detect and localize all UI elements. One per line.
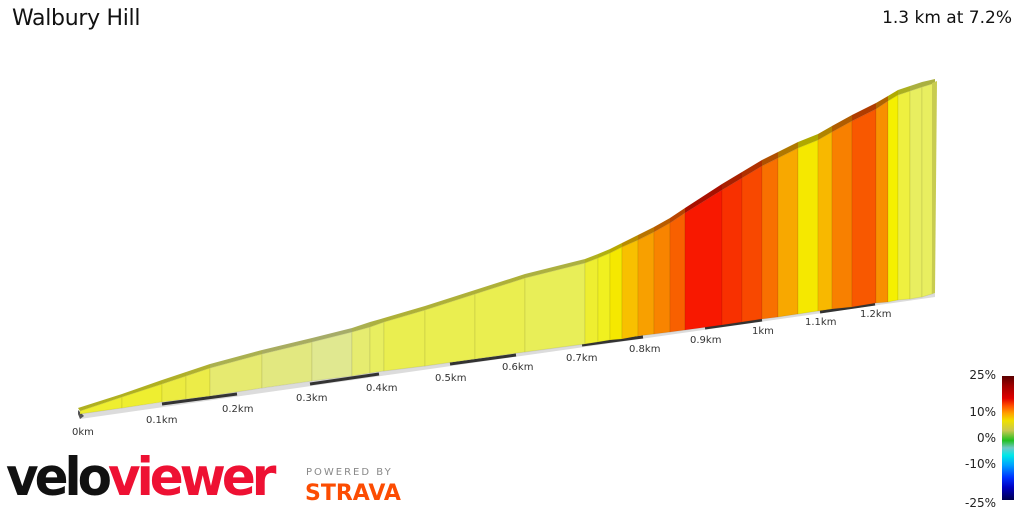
segment	[597, 252, 611, 343]
gradient-colorbar	[1002, 376, 1014, 500]
veloviewer-logo: veloviewer	[6, 451, 276, 504]
legend-label-10: 10%	[969, 405, 996, 419]
segment	[684, 189, 723, 331]
segment	[351, 326, 371, 377]
km-label: 0.1km	[146, 415, 177, 426]
segment	[909, 86, 923, 300]
powered-by-label: POWERED BY	[306, 467, 393, 478]
segment	[369, 321, 385, 374]
km-label: 0.9km	[690, 335, 721, 346]
legend-label-0: 0%	[976, 431, 996, 445]
profile-end-face	[932, 81, 937, 294]
segment	[669, 212, 686, 333]
legend-label-min: -25%	[964, 496, 996, 510]
profile-start-cap	[78, 410, 84, 419]
segment	[851, 108, 877, 308]
km-label: 0.8km	[629, 344, 660, 355]
segment	[584, 257, 599, 345]
gradient-legend: 25% 10% 0% -10% -25%	[940, 368, 1024, 512]
km-label: 1km	[752, 326, 774, 337]
km-label: 0.7km	[566, 353, 597, 364]
gradient-segments	[79, 82, 936, 415]
climb-summary: 1.3 km at 7.2%	[882, 8, 1012, 28]
distance-labels: 0km 0.1km 0.2km 0.3km 0.4km 0.5km 0.6km …	[72, 309, 891, 438]
logo-viewer: viewer	[108, 446, 276, 508]
segment	[609, 246, 623, 341]
segment	[524, 262, 586, 353]
km-label: 0.6km	[502, 362, 533, 373]
segment	[721, 177, 743, 326]
profile-top-ridge	[78, 79, 935, 411]
km-label: 1.2km	[860, 309, 891, 320]
legend-label-max: 25%	[969, 368, 996, 382]
segment	[887, 94, 899, 303]
segment	[897, 90, 911, 301]
segment	[761, 157, 779, 320]
km-label: 1.1km	[805, 317, 836, 328]
segment	[621, 239, 639, 340]
km-label: 0.4km	[366, 383, 397, 394]
climb-title: Walbury Hill	[12, 6, 141, 31]
segment	[817, 131, 833, 312]
segment	[741, 165, 763, 323]
legend-label-neg10: -10%	[964, 457, 996, 471]
segment	[637, 231, 655, 337]
segment	[797, 139, 819, 315]
km-label: 0.3km	[296, 393, 327, 404]
strava-logo: STRAVA	[305, 481, 401, 506]
logo-velo: velo	[6, 446, 112, 508]
distance-scale	[161, 302, 876, 406]
segment	[831, 120, 853, 310]
segment	[875, 100, 889, 304]
segment	[777, 147, 799, 318]
km-label: 0km	[72, 427, 94, 438]
km-label: 0.5km	[435, 373, 466, 384]
km-label: 0.2km	[222, 404, 253, 415]
segment	[653, 222, 671, 335]
